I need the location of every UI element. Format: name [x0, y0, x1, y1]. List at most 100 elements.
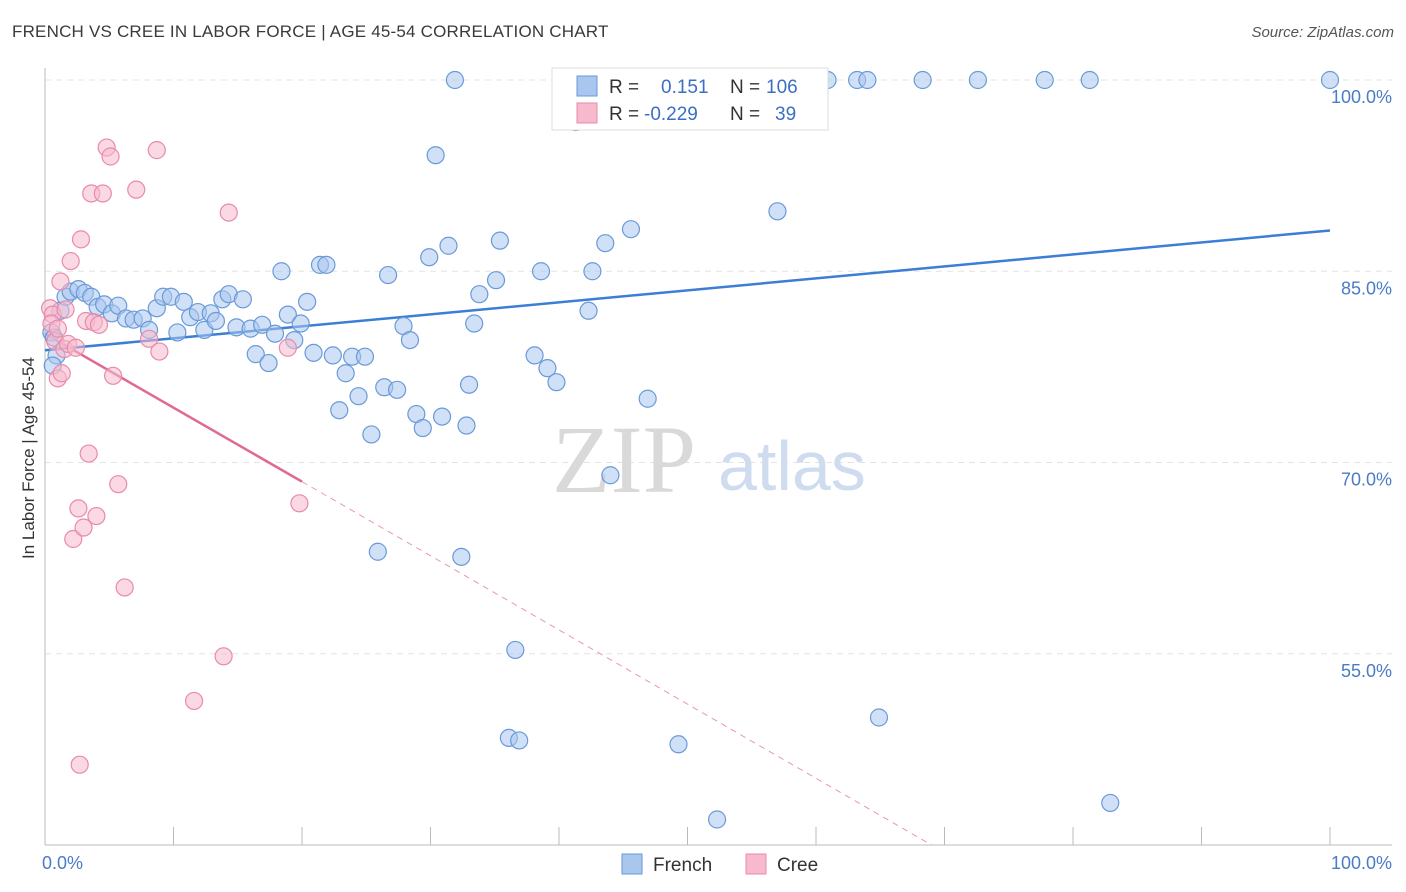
- french-point-102: [1035, 70, 1054, 90]
- french-point-60: [420, 248, 439, 267]
- watermark: ZIP atlas: [552, 406, 866, 513]
- bottom-legend-label-french: French: [653, 855, 712, 876]
- french-point-88: [638, 389, 657, 408]
- french-point-72: [506, 640, 525, 660]
- legend-swatch-french: [576, 75, 598, 97]
- bottom-legend-swatch-french: [621, 853, 643, 875]
- bottom-legend-swatch-cree: [745, 853, 767, 875]
- watermark-atlas: atlas: [718, 427, 866, 505]
- french-point-87: [621, 220, 641, 239]
- cree-point-6: [51, 272, 70, 291]
- french-point-82: [583, 262, 602, 281]
- french-point-46: [330, 401, 349, 420]
- y-tick-label-3: 100.0%: [1331, 87, 1392, 107]
- french-point-77: [538, 359, 557, 378]
- cree-point-36: [290, 494, 309, 513]
- french-point-45: [323, 346, 342, 365]
- bottom-legend-label-cree: Cree: [777, 855, 818, 876]
- french-point-40: [291, 314, 310, 333]
- cree-point-32: [184, 691, 204, 711]
- french-point-47: [336, 364, 355, 383]
- french-point-27: [206, 311, 226, 331]
- y-tick-labels: 55.0% 70.0% 85.0% 100.0%: [1331, 87, 1392, 681]
- data-points: [41, 70, 1340, 829]
- french-point-21: [168, 323, 187, 342]
- legend-background: [551, 67, 829, 131]
- french-point-76: [531, 262, 551, 281]
- french-point-84: [596, 234, 615, 253]
- x-tick-labels: 0.0% 100.0%: [42, 853, 1392, 873]
- cree-point-34: [219, 203, 238, 222]
- legend-box: R = 0.151 N = 106 R = -0.229 N = 39: [551, 67, 829, 131]
- cree-point-21: [89, 315, 109, 334]
- y-tick-label-0: 55.0%: [1341, 661, 1392, 681]
- cree-point-11: [64, 529, 83, 549]
- cree-point-22: [93, 184, 112, 203]
- legend-n-value-cree: 39: [775, 104, 796, 125]
- french-point-44: [317, 255, 336, 274]
- french-point-64: [445, 70, 465, 90]
- french-point-68: [465, 314, 484, 333]
- french-point-54: [378, 265, 398, 285]
- cree-point-35: [278, 338, 297, 357]
- cree-point-38: [48, 319, 67, 338]
- x-tick-label-min: 0.0%: [42, 853, 83, 873]
- french-point-70: [486, 271, 506, 290]
- french-point-91: [669, 735, 688, 754]
- french-point-41: [298, 292, 317, 311]
- french-point-63: [439, 236, 458, 255]
- french-point-36: [265, 324, 285, 343]
- french-point-85: [601, 466, 620, 485]
- french-point-93: [707, 810, 727, 829]
- y-tick-label-1: 70.0%: [1341, 470, 1392, 490]
- cree-point-30: [147, 141, 166, 160]
- cree-point-5: [52, 364, 71, 383]
- x-tick-label-max: 100.0%: [1331, 853, 1392, 873]
- french-point-104: [1101, 793, 1120, 813]
- french-point-71: [490, 231, 509, 250]
- legend-n-label-french: N =: [730, 77, 760, 98]
- french-point-66: [457, 416, 476, 435]
- y-axis-title: In Labor Force | Age 45-54: [19, 357, 38, 559]
- french-point-59: [413, 418, 432, 438]
- cree-point-20: [87, 506, 106, 526]
- french-point-57: [400, 331, 420, 350]
- legend-r-label-french: R =: [609, 77, 639, 98]
- french-point-61: [426, 146, 445, 165]
- french-point-81: [579, 301, 598, 320]
- french-point-51: [362, 425, 381, 444]
- french-point-75: [525, 346, 544, 365]
- cree-point-25: [104, 366, 123, 385]
- french-point-95: [768, 202, 787, 221]
- french-point-103: [1080, 70, 1099, 90]
- legend-swatch-cree: [576, 102, 598, 124]
- french-point-35: [259, 353, 278, 373]
- cree-point-24: [101, 147, 120, 166]
- cree-point-33: [214, 647, 233, 666]
- french-point-50: [355, 347, 375, 366]
- cree-trend-extension: [301, 481, 932, 846]
- cree-point-12: [66, 338, 85, 357]
- french-point-69: [470, 285, 489, 304]
- chart-title: FRENCH VS CREE IN LABOR FORCE | AGE 45-5…: [12, 22, 609, 41]
- cree-point-14: [71, 230, 91, 249]
- french-point-49: [349, 387, 368, 406]
- french-point-31: [233, 290, 252, 309]
- cree-point-37: [70, 755, 89, 774]
- french-point-34: [253, 315, 272, 334]
- french-point-22: [174, 292, 193, 311]
- y-tick-label-2: 85.0%: [1341, 278, 1392, 298]
- french-point-99: [869, 708, 889, 727]
- chart-source: Source: ZipAtlas.com: [1251, 24, 1394, 41]
- cree-point-28: [127, 180, 146, 199]
- bottom-legend: French Cree: [621, 853, 818, 876]
- french-point-98: [858, 70, 877, 90]
- french-point-52: [368, 542, 387, 561]
- cree-point-29: [139, 329, 159, 348]
- french-point-105: [1320, 70, 1340, 90]
- french-point-100: [913, 70, 932, 90]
- cree-point-31: [150, 342, 169, 361]
- watermark-zip: ZIP: [552, 406, 696, 513]
- french-point-38: [278, 305, 297, 324]
